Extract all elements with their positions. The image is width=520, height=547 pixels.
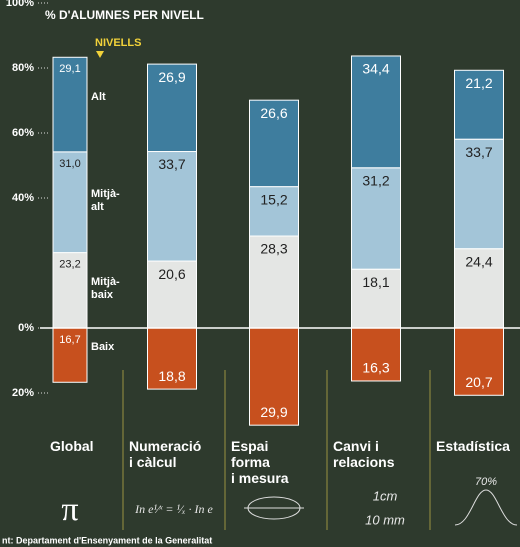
bar-segment (52, 327, 88, 383)
legend-wrap: Mitjà-baix (91, 276, 120, 302)
value-label: 33,7 (158, 156, 185, 172)
category-label: Espai forma i mesura (231, 438, 289, 486)
value-label: 24,4 (465, 253, 492, 269)
bar-segment (52, 151, 88, 254)
value-label: 31,2 (362, 172, 389, 188)
bar-segment (147, 327, 197, 390)
source: nt: Departament d'Ensenyament de la Gene… (2, 535, 212, 545)
value-label: 18,8 (158, 368, 185, 384)
value-label: 16,7 (59, 334, 80, 346)
legend-title: NIVELLS (95, 37, 141, 49)
bar-segment (351, 55, 401, 169)
value-label: 16,3 (362, 360, 389, 376)
chart-title: % D'ALUMNES PER NIVELL (45, 8, 204, 22)
value-label: 21,2 (465, 75, 492, 91)
legend-label: Alt (91, 90, 106, 103)
value-label: 31,0 (59, 158, 80, 170)
bar-segment (249, 186, 299, 237)
bar-segment (454, 69, 504, 140)
value-label: 18,1 (362, 274, 389, 290)
bar-segment (52, 56, 88, 153)
value-label: 28,3 (260, 241, 287, 257)
category-label: Canvi i relacions (333, 438, 395, 470)
category-label: Estadística (436, 438, 510, 454)
bar-segment (249, 99, 299, 188)
y-tick-label: 80% (12, 62, 34, 74)
bar-segment (454, 327, 504, 396)
value-label: 20,6 (158, 266, 185, 282)
percent-icon: 70% (475, 476, 497, 488)
bar-segment (454, 248, 504, 329)
value-label: 33,7 (465, 144, 492, 160)
bar-segment (249, 235, 299, 329)
bar-segment (351, 327, 401, 382)
legend-label: Mitjà-alt (91, 188, 120, 214)
value-label: 29,9 (260, 404, 287, 420)
unit-2: 10 mm (365, 512, 405, 527)
value-label: 34,4 (362, 61, 389, 77)
dividers (122, 370, 431, 530)
legend-label: Mitjà-baix (91, 276, 120, 302)
value-label: 26,6 (260, 105, 287, 121)
bar-segment (147, 260, 197, 329)
y-tick-label: 0% (18, 322, 34, 334)
legend-wrap: Mitjà-alt (91, 188, 120, 214)
value-label: 26,9 (158, 69, 185, 85)
value-label: 20,7 (465, 374, 492, 390)
legend-wrap: Baix (91, 341, 115, 354)
value-label: 23,2 (59, 259, 80, 271)
unit-1: 1cm (373, 488, 398, 503)
formula: In e¹⁄ˣ = ¹⁄ₓ · In e (134, 502, 213, 516)
category-label: Global (50, 438, 94, 454)
legend-arrow (96, 51, 104, 58)
pi-icon: π (61, 491, 78, 528)
y-tick-label: 100% (6, 0, 34, 9)
bar-segment (454, 138, 504, 250)
bar-segment (351, 167, 401, 270)
bar-segment (147, 63, 197, 153)
bar-segment (147, 151, 197, 262)
bar-segment (52, 252, 88, 329)
bell-icon (454, 489, 518, 526)
y-tick-label: 20% (12, 387, 34, 399)
y-tick-label: 40% (12, 192, 34, 204)
value-label: 29,1 (59, 63, 80, 75)
legend-wrap: Alt (91, 90, 106, 103)
y-tick-label: 60% (12, 127, 34, 139)
category-label: Numeració i càlcul (129, 438, 202, 470)
legend-label: Baix (91, 341, 115, 354)
value-label: 15,2 (260, 191, 287, 207)
